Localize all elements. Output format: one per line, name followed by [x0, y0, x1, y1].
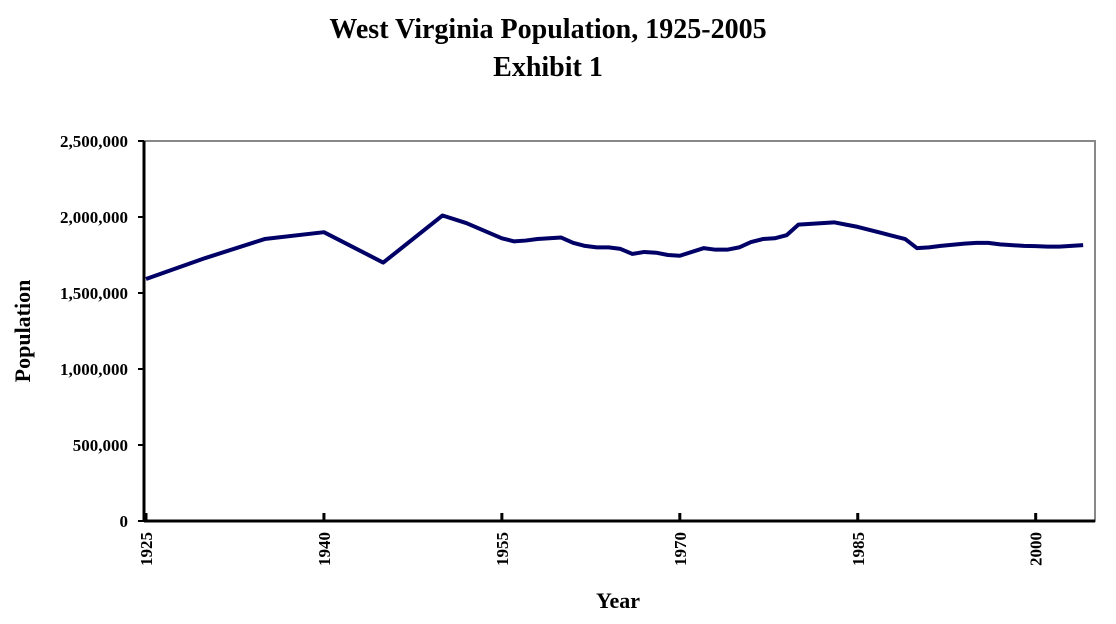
y-tick-label: 0: [120, 512, 129, 531]
y-tick-label: 2,500,000: [60, 132, 128, 151]
chart-subtitle: Exhibit 1: [493, 52, 603, 83]
plot-frame: [143, 140, 1096, 522]
x-tick-label: 1985: [849, 532, 868, 566]
x-tick-label: 1970: [671, 532, 690, 566]
y-axis-label: Population: [10, 280, 35, 383]
y-tick-label: 1,500,000: [60, 284, 128, 303]
y-tick-label: 500,000: [73, 436, 128, 455]
x-tick-label: 1925: [137, 532, 156, 566]
x-tick-label: 1955: [493, 532, 512, 566]
x-axis-label: Year: [596, 588, 640, 613]
y-tick-label: 2,000,000: [60, 208, 128, 227]
y-tick-label: 1,000,000: [60, 360, 128, 379]
x-tick-label: 1940: [315, 532, 334, 566]
x-tick-label: 2000: [1027, 532, 1046, 566]
data-line: [145, 213, 1084, 281]
chart-title: West Virginia Population, 1925-2005: [329, 14, 766, 45]
